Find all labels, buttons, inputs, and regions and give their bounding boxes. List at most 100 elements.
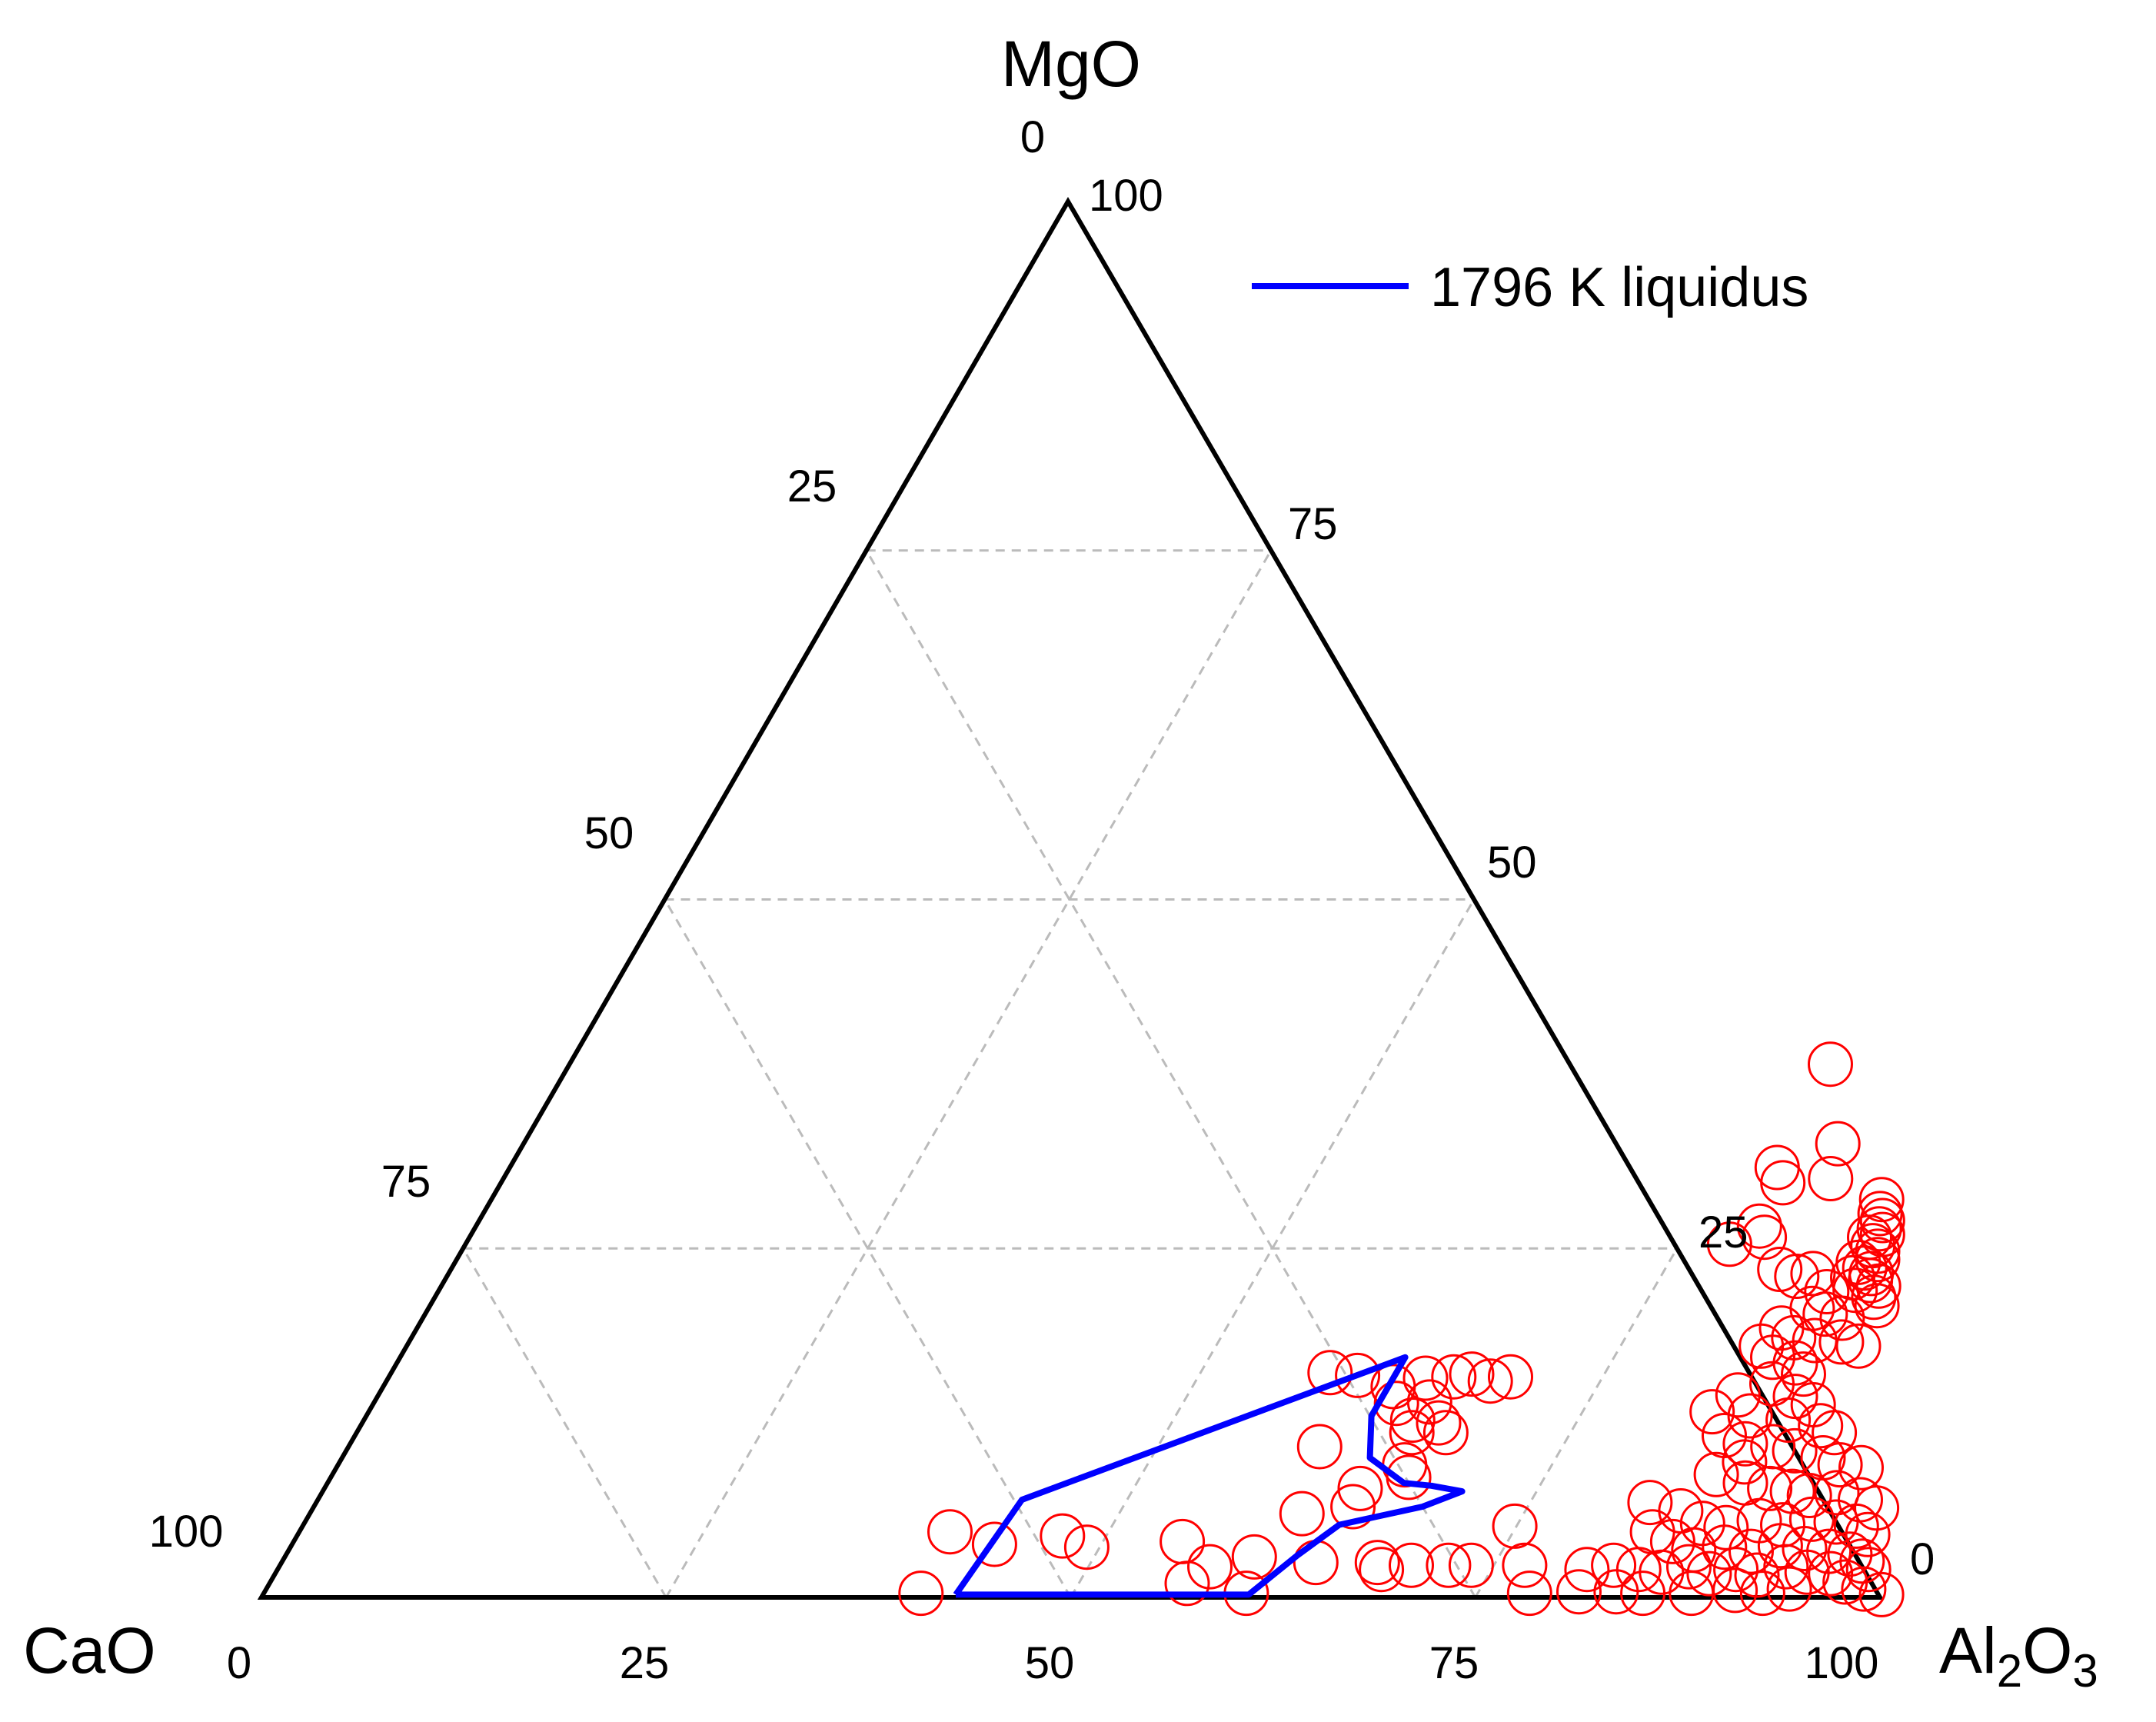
data-point bbox=[1564, 1547, 1610, 1593]
grid-line-25-1 bbox=[664, 549, 1273, 1598]
data-point bbox=[1386, 1454, 1432, 1501]
data-point bbox=[1786, 1473, 1832, 1518]
data-point bbox=[1706, 1221, 1752, 1267]
data-point bbox=[1591, 1542, 1637, 1588]
data-point bbox=[1187, 1544, 1233, 1590]
grid-line-50-1 bbox=[1070, 898, 1476, 1598]
data-point bbox=[1845, 1547, 1891, 1593]
tick-bottom-50: 50 bbox=[1025, 1638, 1075, 1688]
tick-bottom-25: 25 bbox=[620, 1638, 670, 1688]
data-point bbox=[1728, 1528, 1774, 1574]
data-point bbox=[1760, 1160, 1806, 1206]
data-point bbox=[1736, 1203, 1782, 1249]
tick-left-0: 0 bbox=[1020, 112, 1045, 162]
data-point bbox=[1160, 1518, 1206, 1564]
data-point bbox=[1808, 1041, 1853, 1087]
data-point bbox=[1307, 1350, 1353, 1396]
data-point bbox=[1804, 1269, 1850, 1314]
data-point bbox=[1492, 1503, 1538, 1549]
data-point bbox=[1838, 1444, 1884, 1491]
data-point bbox=[1734, 1552, 1780, 1598]
data-point bbox=[1063, 1524, 1110, 1570]
data-point bbox=[1715, 1372, 1761, 1418]
data-point bbox=[1293, 1540, 1339, 1586]
data-point bbox=[1335, 1352, 1381, 1398]
data-point bbox=[1832, 1267, 1878, 1314]
data-point bbox=[1402, 1355, 1449, 1401]
data-point bbox=[1448, 1542, 1494, 1588]
data-point bbox=[1855, 1263, 1901, 1309]
data-point bbox=[1627, 1480, 1673, 1526]
data-point bbox=[1750, 1334, 1795, 1381]
data-point bbox=[1702, 1524, 1748, 1570]
vertex-label-cao: CaO bbox=[23, 1614, 156, 1687]
data-point bbox=[1669, 1570, 1715, 1617]
tick-bottom-0: 0 bbox=[227, 1638, 251, 1688]
data-point bbox=[1784, 1549, 1830, 1595]
data-point bbox=[1854, 1283, 1900, 1329]
data-point bbox=[1815, 1121, 1861, 1167]
tick-right-50: 50 bbox=[1487, 838, 1537, 888]
tick-bottom-75: 75 bbox=[1429, 1638, 1479, 1688]
data-point bbox=[1337, 1465, 1383, 1511]
data-point bbox=[1842, 1245, 1888, 1291]
data-point bbox=[1722, 1439, 1768, 1485]
tick-left-50: 50 bbox=[584, 808, 634, 858]
data-point bbox=[1689, 1389, 1735, 1435]
data-point bbox=[1845, 1511, 1891, 1557]
data-point bbox=[1712, 1567, 1758, 1614]
grid-lines bbox=[461, 549, 1679, 1598]
data-point bbox=[1354, 1540, 1400, 1586]
data-point bbox=[1556, 1569, 1602, 1615]
grid-line-25-2 bbox=[865, 549, 1477, 1598]
data-point bbox=[1231, 1534, 1277, 1580]
data-point bbox=[1449, 1351, 1495, 1397]
data-point bbox=[1666, 1544, 1712, 1590]
liquidus-line bbox=[953, 1354, 1466, 1598]
sample-points bbox=[898, 1041, 1905, 1617]
data-point bbox=[1848, 1257, 1894, 1304]
data-point bbox=[1426, 1542, 1472, 1588]
data-point bbox=[1422, 1410, 1469, 1456]
tick-right-75: 75 bbox=[1288, 499, 1338, 549]
data-point bbox=[898, 1570, 944, 1617]
grid-line-50-2 bbox=[664, 898, 1072, 1598]
data-point bbox=[1431, 1354, 1477, 1400]
data-point bbox=[1812, 1410, 1858, 1456]
data-point bbox=[1164, 1560, 1210, 1607]
data-point bbox=[1739, 1570, 1785, 1617]
data-point bbox=[1858, 1571, 1905, 1617]
tick-right-100: 100 bbox=[1089, 171, 1163, 221]
grid-line-75-1 bbox=[1474, 1247, 1679, 1598]
data-point bbox=[1781, 1351, 1826, 1397]
data-point bbox=[1703, 1504, 1749, 1550]
data-point bbox=[1763, 1544, 1809, 1590]
data-point bbox=[1817, 1442, 1863, 1488]
data-point bbox=[1040, 1513, 1086, 1559]
data-point bbox=[1593, 1569, 1639, 1615]
data-point bbox=[1296, 1424, 1343, 1470]
data-point bbox=[1814, 1470, 1860, 1516]
data-point bbox=[1330, 1484, 1376, 1530]
data-point bbox=[1808, 1550, 1854, 1597]
tick-right-0: 0 bbox=[1910, 1534, 1935, 1584]
data-point bbox=[1502, 1542, 1548, 1588]
data-point bbox=[1722, 1421, 1768, 1467]
data-point bbox=[1757, 1523, 1803, 1569]
data-point bbox=[1747, 1465, 1793, 1511]
data-point bbox=[1818, 1319, 1865, 1365]
data-point bbox=[971, 1521, 1017, 1567]
data-point bbox=[1859, 1197, 1905, 1244]
data-point bbox=[927, 1509, 973, 1555]
vertex-label-mgo: MgO bbox=[1001, 28, 1141, 100]
data-point bbox=[1389, 1542, 1434, 1588]
data-point bbox=[1727, 1393, 1773, 1439]
data-point bbox=[1782, 1526, 1828, 1571]
legend-label: 1796 K liquidus bbox=[1430, 257, 1808, 318]
data-point bbox=[1686, 1550, 1732, 1597]
data-point bbox=[1774, 1254, 1820, 1299]
data-point bbox=[1822, 1559, 1868, 1605]
tick-left-25: 25 bbox=[787, 461, 837, 511]
data-point bbox=[1742, 1214, 1788, 1261]
